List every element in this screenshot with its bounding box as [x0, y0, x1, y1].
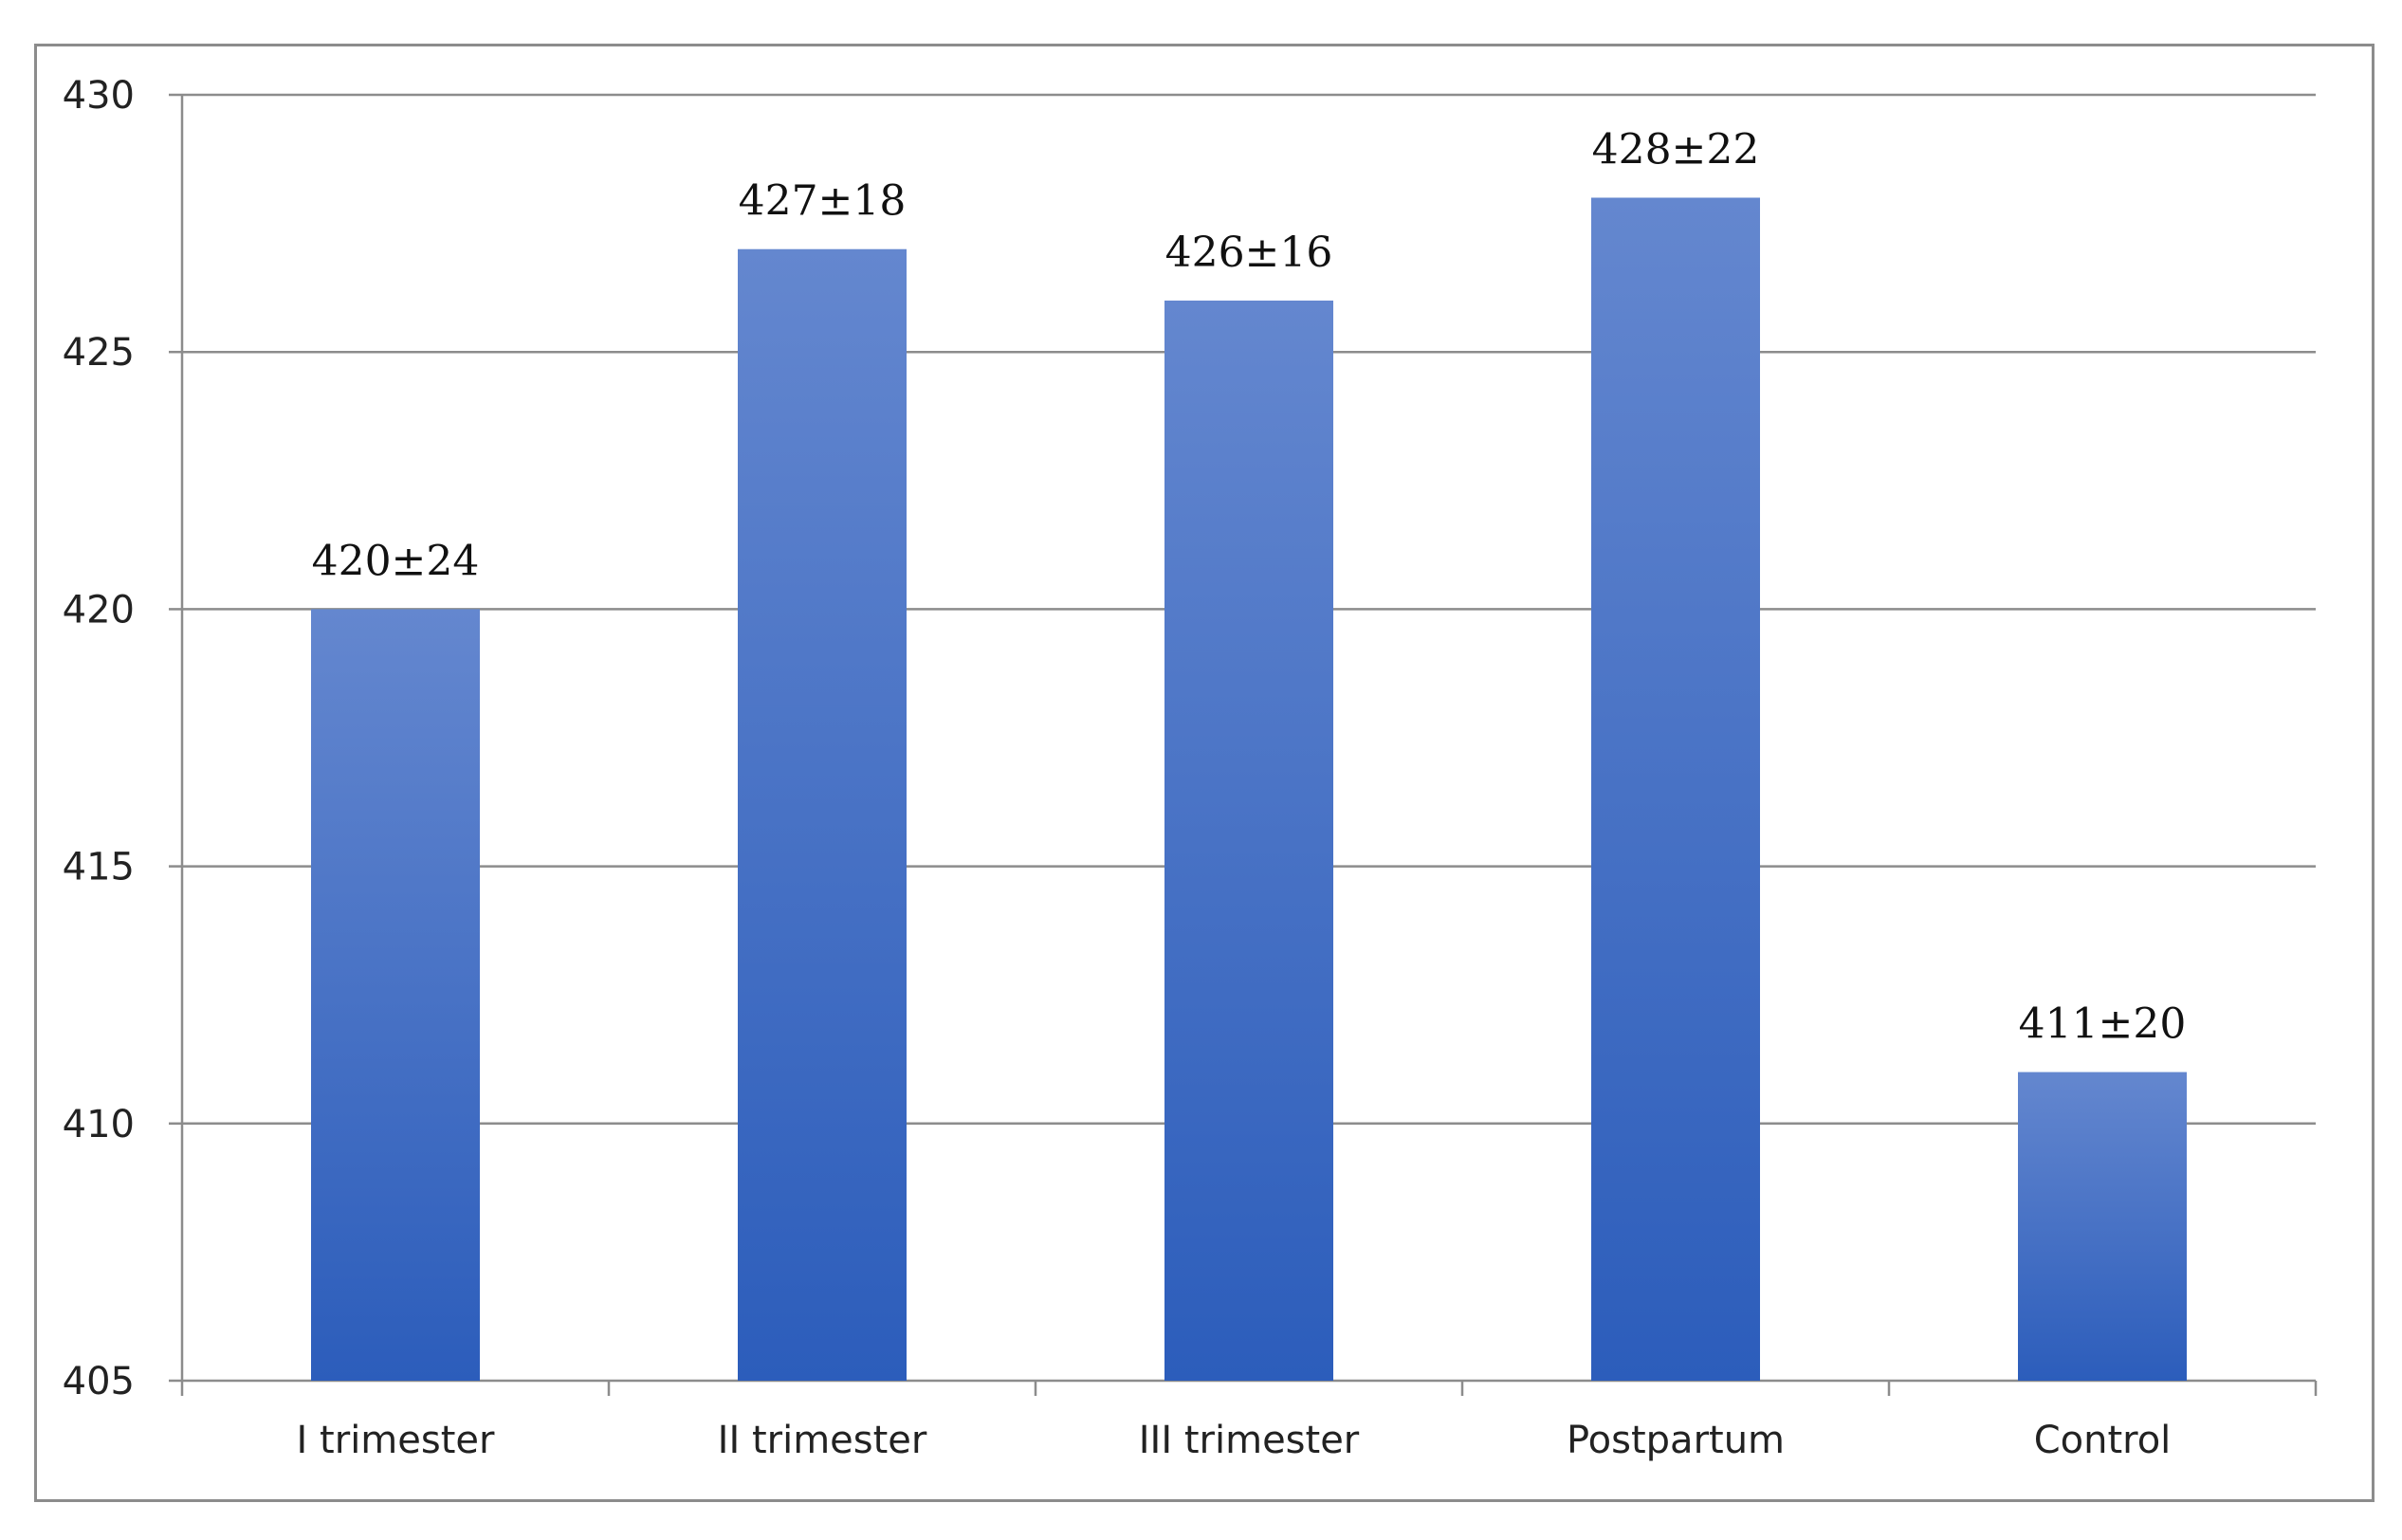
y-tick-label: 415: [63, 846, 135, 889]
y-tick-label: 420: [63, 588, 135, 632]
bar: [1591, 197, 1760, 1382]
bar-data-label: 427±18: [739, 177, 907, 226]
y-tick-label: 410: [63, 1103, 135, 1146]
y-tick-label: 405: [63, 1360, 135, 1403]
bars: [311, 197, 2187, 1382]
y-tick-label: 430: [63, 74, 135, 118]
bar: [2018, 1072, 2187, 1381]
x-category-label: I trimester: [297, 1419, 495, 1462]
y-axis-tick-labels: 405 410 415 420 425 430: [63, 74, 135, 1403]
bar-data-label: 428±22: [1592, 125, 1760, 174]
bar-data-label: 411±20: [2019, 1000, 2187, 1049]
bar-data-label: 420±24: [312, 537, 480, 585]
bar: [738, 248, 907, 1382]
bar-data-label: 426±16: [1165, 229, 1333, 277]
y-tick-label: 425: [63, 331, 135, 375]
x-category-label: Control: [2034, 1419, 2172, 1462]
x-category-label: III trimester: [1139, 1419, 1360, 1462]
x-category-label: II trimester: [718, 1419, 927, 1462]
bar: [1164, 300, 1333, 1382]
x-axis-category-labels: I trimester II trimester III trimester Post…: [297, 1419, 2172, 1462]
data-labels: 420±24 427±18 426±16 428±22 411±20: [312, 125, 2187, 1048]
bar: [311, 609, 480, 1381]
x-category-label: Postpartum: [1567, 1419, 1785, 1462]
